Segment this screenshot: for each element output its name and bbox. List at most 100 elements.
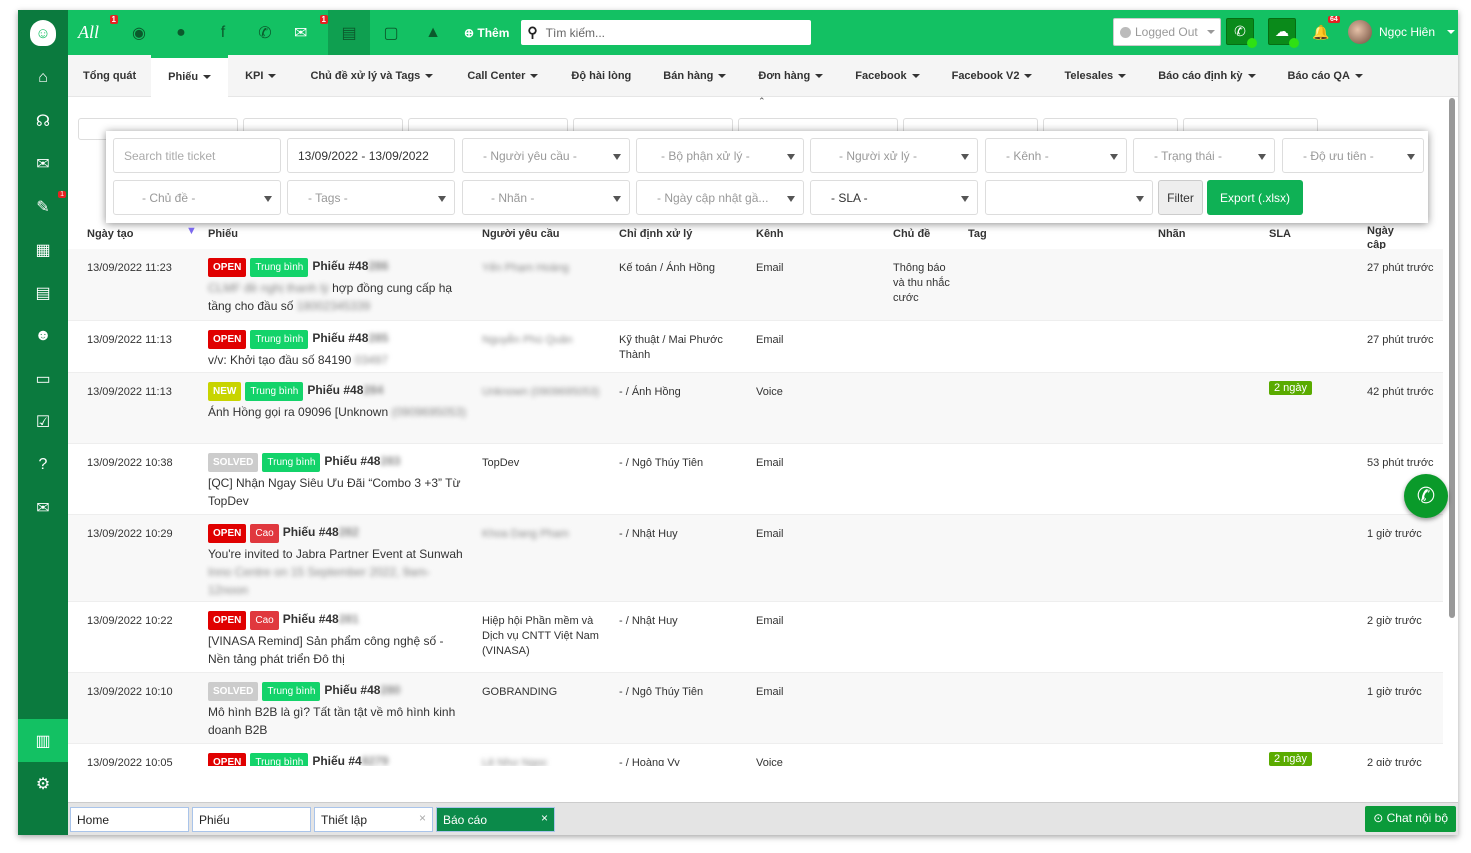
tab-1[interactable]: Phiếu bbox=[151, 54, 229, 97]
phone-ring-icon[interactable]: ✆ bbox=[258, 24, 272, 42]
collapse-up-icon[interactable]: ⌃ bbox=[758, 96, 766, 106]
facebook-icon[interactable]: f bbox=[220, 23, 226, 41]
global-search-input[interactable]: ⚲ Tìm kiếm... bbox=[521, 20, 812, 45]
sla-select[interactable]: - SLA - bbox=[810, 180, 978, 215]
col-requester[interactable]: Người yêu cầu bbox=[482, 228, 560, 240]
tab-6[interactable]: Bán hàng bbox=[647, 55, 742, 97]
channel-select[interactable]: - Kênh - bbox=[985, 138, 1127, 173]
desc-hidden: 18002345339 bbox=[296, 299, 371, 313]
requester-select[interactable]: - Người yêu cầu - bbox=[462, 138, 630, 173]
export-button[interactable]: Export (.xlsx) bbox=[1207, 180, 1303, 215]
col-channel[interactable]: Kênh bbox=[756, 228, 784, 240]
table-row[interactable]: 13/09/2022 10:10 SOLVED Trung bình Phiếu #4… bbox=[68, 673, 1443, 744]
col-sla[interactable]: SLA bbox=[1269, 228, 1291, 240]
date-range-input[interactable]: 13/09/2022 - 13/09/2022 bbox=[287, 138, 455, 173]
ticket-title[interactable]: Phiếu #48283 bbox=[324, 454, 400, 468]
sidebar-help-icon[interactable]: ? bbox=[38, 455, 48, 473]
close-icon[interactable]: × bbox=[540, 811, 548, 825]
col-topic[interactable]: Chủ đề bbox=[893, 228, 931, 240]
status-select[interactable]: - Trạng thái - bbox=[1133, 138, 1275, 173]
filter-button[interactable]: Filter bbox=[1158, 180, 1203, 215]
sidebar-ticket-icon[interactable]: ✎ 1 bbox=[36, 191, 66, 216]
sidebar-mail-icon[interactable]: ✉ bbox=[36, 499, 50, 517]
label-select[interactable]: - Nhãn - bbox=[462, 180, 630, 215]
tab-10[interactable]: Telesales bbox=[1048, 55, 1142, 97]
bottom-tab-2[interactable]: Thiết lập × bbox=[314, 807, 433, 832]
phone-button[interactable]: ✆ bbox=[1226, 18, 1257, 48]
search-title-input[interactable]: Search title ticket bbox=[113, 138, 281, 173]
tab-4[interactable]: Call Center bbox=[450, 55, 555, 97]
bottom-tab-1[interactable]: Phiếu bbox=[192, 807, 311, 832]
ticket-title[interactable]: Phiếu #48281 bbox=[283, 612, 359, 626]
ticket-title[interactable]: Phiếu #48286 bbox=[312, 259, 388, 273]
table-row[interactable]: 13/09/2022 10:29 OPEN Cao Phiếu #48282 You'r… bbox=[68, 515, 1443, 602]
sidebar-settings-icon[interactable]: ⚙ bbox=[35, 775, 51, 793]
col-assignee[interactable]: Chỉ định xử lý bbox=[619, 228, 693, 240]
status-dropdown[interactable]: Logged Out bbox=[1113, 18, 1221, 46]
ticket-list-icon[interactable]: ▤ bbox=[328, 10, 370, 55]
sidebar-headset-icon[interactable]: ☊ bbox=[35, 112, 51, 130]
ticket-title[interactable]: Phiếu #48279 bbox=[312, 754, 388, 766]
col-ticket[interactable]: Phiếu bbox=[208, 228, 238, 240]
requester: Lê Như Ngọc bbox=[482, 757, 548, 766]
table-row[interactable]: 13/09/2022 10:38 SOLVED Trung bình Phiếu #4… bbox=[68, 444, 1443, 515]
tab-8[interactable]: Facebook bbox=[839, 55, 935, 97]
department-select[interactable]: - Bộ phận xử lý - bbox=[636, 138, 804, 173]
bottom-tab-3[interactable]: Báo cáo × bbox=[436, 807, 555, 832]
chrome-icon[interactable]: ◉ bbox=[132, 24, 146, 42]
topic-select[interactable]: - Chủ đề - bbox=[113, 180, 281, 215]
wechat-button[interactable]: ☁ bbox=[1268, 18, 1299, 48]
tab-2[interactable]: KPI bbox=[228, 55, 293, 97]
tab-3[interactable]: Chủ đề xử lý và Tags bbox=[293, 55, 450, 97]
tab-7[interactable]: Đơn hàng bbox=[742, 55, 839, 97]
sidebar-home-icon[interactable]: ⌂ bbox=[38, 68, 48, 86]
mail-icon[interactable]: ✉ 1 bbox=[294, 15, 328, 42]
calendar-icon[interactable]: ▢ bbox=[383, 24, 399, 42]
sidebar-news-icon[interactable]: ▤ bbox=[35, 284, 51, 302]
sort-desc-icon[interactable]: ▼ bbox=[186, 225, 197, 237]
ticket-number: Phiếu #48 bbox=[307, 383, 364, 397]
tab-0[interactable]: Tổng quát bbox=[68, 55, 151, 97]
close-icon[interactable]: × bbox=[418, 811, 426, 825]
table-row[interactable]: 13/09/2022 11:13 OPEN Trung bình Phiếu #482… bbox=[68, 321, 1443, 373]
priority-select[interactable]: - Độ ưu tiên - bbox=[1282, 138, 1424, 173]
col-tag[interactable]: Tag bbox=[968, 228, 987, 240]
ticket-title[interactable]: Phiếu #48285 bbox=[312, 331, 388, 345]
assignee-select[interactable]: - Người xử lý - bbox=[810, 138, 978, 173]
ticket-title[interactable]: Phiếu #48282 bbox=[283, 525, 359, 539]
sidebar-checklist-icon[interactable]: ☑ bbox=[35, 413, 51, 431]
sidebar-calendar-icon[interactable]: ▦ bbox=[35, 241, 51, 259]
add-button[interactable]: ⊕ Thêm bbox=[464, 25, 510, 40]
all-channels-button[interactable]: All 1 bbox=[68, 10, 118, 55]
table-row[interactable]: 13/09/2022 11:13 NEW Trung bình Phiếu #4828… bbox=[68, 373, 1443, 444]
ticket-title[interactable]: Phiếu #48280 bbox=[324, 683, 400, 697]
table-row[interactable]: 13/09/2022 10:22 OPEN Cao Phiếu #48281 [VINA… bbox=[68, 602, 1443, 673]
bottom-tab-0[interactable]: Home bbox=[70, 807, 189, 832]
tab-11[interactable]: Báo cáo định kỳ bbox=[1142, 55, 1271, 97]
scrollbar[interactable] bbox=[1449, 98, 1455, 618]
sidebar-users-icon[interactable]: ☻ bbox=[34, 326, 52, 344]
tab-5[interactable]: Độ hài lòng bbox=[555, 55, 647, 97]
tab-12[interactable]: Báo cáo QA bbox=[1272, 55, 1379, 97]
sidebar-chat-icon[interactable]: ✉ bbox=[36, 155, 50, 173]
notification-bell-icon[interactable]: 🔔 64 bbox=[1312, 16, 1340, 40]
app-logo[interactable]: ☺ bbox=[18, 10, 68, 56]
user-menu[interactable]: Ngọc Hiên bbox=[1348, 20, 1456, 44]
sidebar-monitor-icon[interactable]: ▭ bbox=[35, 370, 51, 388]
call-fab-button[interactable]: ✆ bbox=[1404, 474, 1448, 518]
triangle-icon[interactable]: ▲ bbox=[425, 23, 441, 41]
sidebar-report-icon[interactable]: ▥ bbox=[18, 719, 68, 762]
internal-chat-button[interactable]: ⊙ Chat nội bộ bbox=[1365, 806, 1456, 832]
tags-select[interactable]: - Tags - bbox=[287, 180, 455, 215]
created-date: 13/09/2022 11:13 bbox=[87, 386, 172, 398]
table-row[interactable]: 13/09/2022 11:23 OPEN Trung bình Phiếu #482… bbox=[68, 249, 1443, 321]
tab-9[interactable]: Facebook V2 bbox=[936, 55, 1049, 97]
ticket-title[interactable]: Phiếu #48284 bbox=[307, 383, 383, 397]
updated-select[interactable]: - Ngày cập nhật gầ... bbox=[636, 180, 804, 215]
col-created[interactable]: Ngày tạo bbox=[87, 228, 134, 240]
table-row[interactable]: 13/09/2022 10:05 OPEN Trung bình Phiếu #482… bbox=[68, 744, 1443, 766]
chevron-down-icon bbox=[1206, 30, 1215, 34]
extra-select[interactable] bbox=[985, 180, 1153, 215]
col-label[interactable]: Nhãn bbox=[1158, 228, 1186, 240]
chat-bubbles-icon[interactable]: ● bbox=[176, 23, 186, 41]
